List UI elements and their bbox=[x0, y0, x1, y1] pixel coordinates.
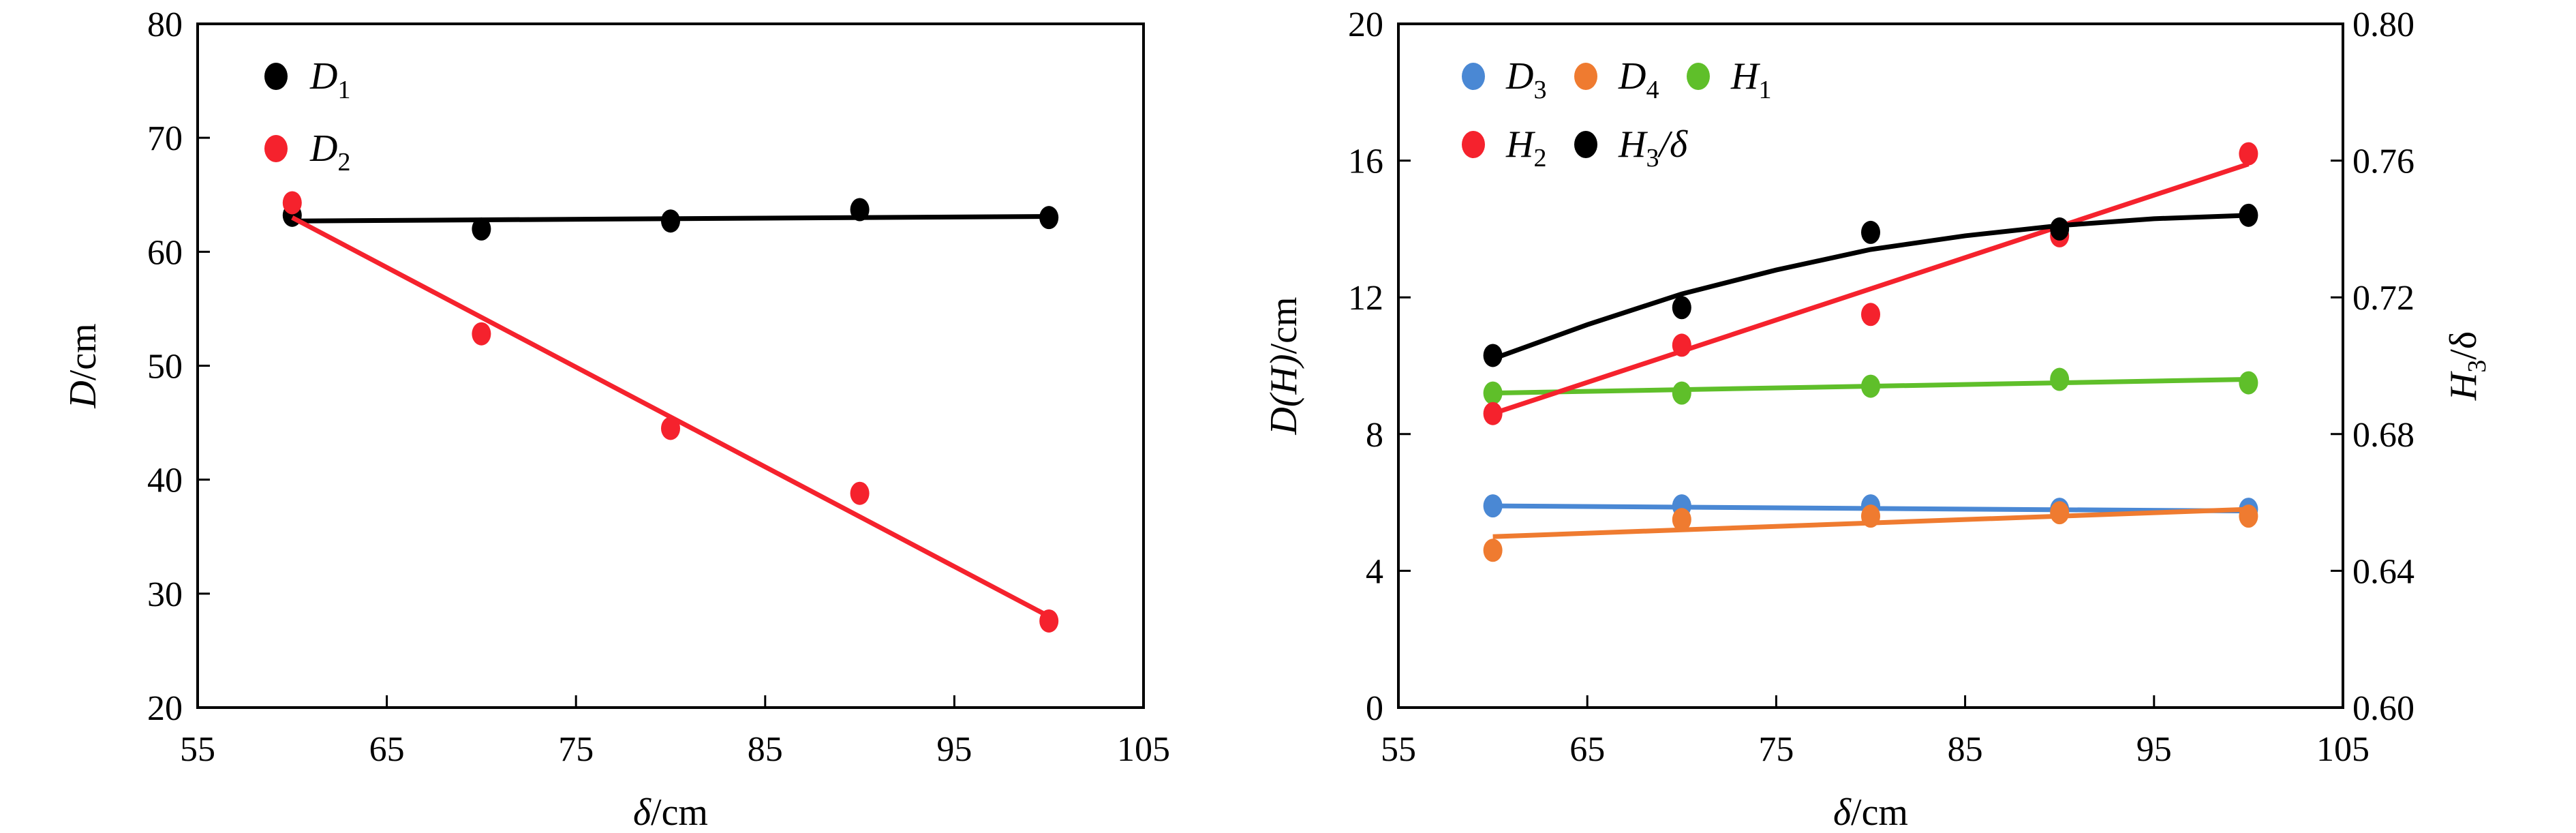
data-point bbox=[2050, 217, 2070, 241]
y-tick-label: 20 bbox=[147, 689, 183, 728]
fit-line-h2 bbox=[1492, 162, 2250, 416]
y-tick-label: 4 bbox=[1366, 552, 1383, 591]
y-tick-label: 50 bbox=[147, 348, 183, 387]
data-point bbox=[472, 322, 491, 346]
data-point bbox=[2239, 142, 2258, 166]
data-point bbox=[1861, 220, 1880, 244]
x-tick-label: 95 bbox=[2136, 730, 2172, 769]
y-tick-label: 0 bbox=[1366, 689, 1383, 728]
data-point bbox=[2239, 371, 2258, 395]
data-point bbox=[1672, 333, 1691, 357]
data-point bbox=[1039, 206, 1059, 230]
legend-marker bbox=[1574, 131, 1597, 158]
y2-tick-label: 0.60 bbox=[2352, 689, 2414, 728]
chart-left: 55 65 75 85 95 105 20 30 40 50 60 70 80 δ/cm D/cm D1 D2 bbox=[62, 5, 1170, 833]
y-tick-label: 20 bbox=[1348, 5, 1383, 44]
x-tick-label: 75 bbox=[558, 730, 594, 769]
y-axis-label: D(H)/cm bbox=[1263, 297, 1305, 435]
y-tick-label: 30 bbox=[147, 575, 183, 614]
x-tick-label: 95 bbox=[936, 730, 972, 769]
x-tick-label: 65 bbox=[369, 730, 405, 769]
y-tick-label: 60 bbox=[147, 233, 183, 272]
data-point bbox=[1672, 381, 1691, 405]
x-tick-label: 55 bbox=[1381, 730, 1416, 769]
data-point bbox=[1483, 344, 1503, 367]
x-tick-label: 75 bbox=[1758, 730, 1794, 769]
legend-label: H3/δ bbox=[1618, 123, 1688, 172]
legend-marker bbox=[1462, 63, 1485, 90]
data-point bbox=[850, 198, 870, 222]
data-point bbox=[1483, 402, 1503, 425]
legend-marker bbox=[1462, 131, 1485, 158]
legend-label: H2 bbox=[1505, 123, 1546, 172]
legend-marker bbox=[264, 63, 288, 90]
y-tick-label: 70 bbox=[147, 119, 183, 158]
legend-label: D4 bbox=[1618, 55, 1659, 104]
data-point bbox=[850, 481, 870, 505]
legend-label: D1 bbox=[309, 55, 350, 104]
data-point bbox=[1483, 539, 1503, 562]
y2-tick-label: 0.76 bbox=[2352, 142, 2414, 181]
data-point bbox=[2050, 367, 2070, 391]
data-point bbox=[1861, 374, 1880, 398]
data-point bbox=[1483, 494, 1503, 518]
legend-marker bbox=[1687, 63, 1710, 90]
y-tick-label: 8 bbox=[1366, 416, 1383, 455]
legend-marker bbox=[1574, 63, 1597, 90]
x-tick-label: 55 bbox=[180, 730, 215, 769]
x-tick-label: 105 bbox=[1117, 730, 1170, 769]
data-point bbox=[2239, 504, 2258, 528]
y2-tick-label: 0.68 bbox=[2352, 416, 2414, 455]
data-point bbox=[282, 191, 302, 215]
y2-tick-label: 0.72 bbox=[2352, 279, 2414, 318]
plot-frame bbox=[196, 22, 1145, 709]
data-point bbox=[2239, 203, 2258, 227]
y-axis-label: D/cm bbox=[62, 323, 104, 408]
y2-axis-label: H3/δ bbox=[2442, 331, 2491, 401]
x-tick-label: 65 bbox=[1569, 730, 1605, 769]
y-tick-label: 16 bbox=[1348, 142, 1383, 181]
fit-curve-h3-δ bbox=[1492, 213, 2249, 361]
y2-tick-label: 0.80 bbox=[2352, 5, 2414, 44]
legend-marker bbox=[264, 135, 288, 162]
data-point bbox=[2050, 501, 2070, 525]
data-point bbox=[1672, 508, 1691, 532]
data-point bbox=[661, 416, 680, 440]
data-point bbox=[472, 217, 491, 241]
y-tick-label: 80 bbox=[147, 5, 183, 44]
data-point bbox=[1039, 609, 1059, 633]
x-tick-label: 85 bbox=[748, 730, 783, 769]
x-tick-label: 85 bbox=[1948, 730, 1983, 769]
data-point bbox=[1861, 303, 1880, 327]
legend-label: D2 bbox=[309, 127, 350, 177]
data-point bbox=[1483, 381, 1503, 405]
chart-right: 55 65 75 85 95 105 0 4 8 12 16 20 0.60 0.64 0.68 0.72 0.… bbox=[1263, 5, 2491, 833]
y2-tick-label: 0.64 bbox=[2352, 552, 2414, 591]
y-tick-label: 40 bbox=[147, 461, 183, 500]
legend-label: H1 bbox=[1730, 55, 1771, 104]
plot-frame bbox=[1397, 22, 2344, 709]
data-point bbox=[1861, 504, 1880, 528]
x-axis-label: δ/cm bbox=[1833, 791, 1908, 833]
x-axis-label: δ/cm bbox=[633, 791, 708, 833]
legend-label: D3 bbox=[1505, 55, 1546, 104]
x-tick-label: 105 bbox=[2316, 730, 2370, 769]
data-point bbox=[661, 209, 680, 233]
data-point bbox=[1672, 296, 1691, 320]
y-tick-label: 12 bbox=[1348, 279, 1383, 318]
